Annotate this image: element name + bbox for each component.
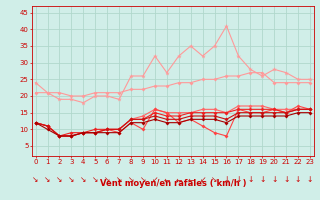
Text: ↓: ↓ [235,175,242,184]
Text: ↘: ↘ [32,175,39,184]
Text: ↙: ↙ [199,175,206,184]
Text: ↙: ↙ [152,175,158,184]
Text: ←: ← [164,175,170,184]
Text: ↘: ↘ [116,175,122,184]
Text: ↘: ↘ [140,175,146,184]
Text: ↘: ↘ [68,175,75,184]
Text: ↓: ↓ [223,175,230,184]
Text: ↘: ↘ [92,175,99,184]
Text: ↘: ↘ [212,175,218,184]
Text: ↘: ↘ [56,175,63,184]
Text: ↓: ↓ [307,175,313,184]
X-axis label: Vent moyen/en rafales ( km/h ): Vent moyen/en rafales ( km/h ) [100,179,246,188]
Text: ↘: ↘ [128,175,134,184]
Text: ↓: ↓ [247,175,253,184]
Text: ↘: ↘ [44,175,51,184]
Text: ↘: ↘ [80,175,86,184]
Text: ↓: ↓ [295,175,301,184]
Text: ←: ← [176,175,182,184]
Text: ↓: ↓ [271,175,277,184]
Text: ↘: ↘ [104,175,110,184]
Text: ↓: ↓ [259,175,266,184]
Text: ←: ← [188,175,194,184]
Text: ↓: ↓ [283,175,289,184]
